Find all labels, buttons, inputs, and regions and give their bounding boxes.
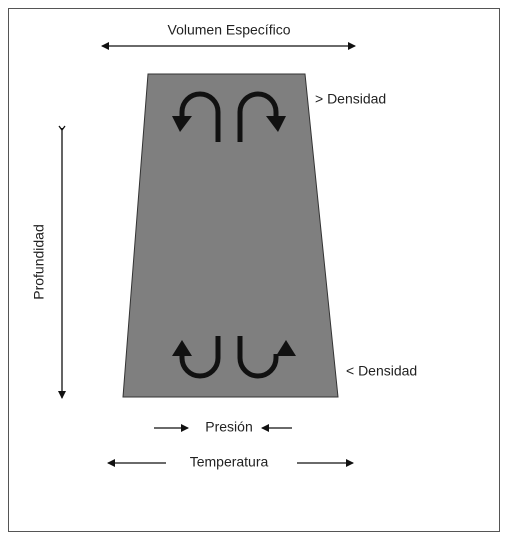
arrow-head <box>266 116 286 132</box>
arrow-head <box>172 116 192 132</box>
curved-arrow <box>179 91 221 142</box>
curved-arrow <box>179 336 221 379</box>
trapezoid <box>122 73 339 398</box>
bottom-density-label: < Densidad <box>346 363 417 379</box>
arrow-tail <box>58 125 66 132</box>
curved-arrow <box>237 91 279 142</box>
arrow-head <box>276 340 296 356</box>
depth-label: Profundidad <box>31 224 47 300</box>
top-density-label: > Densidad <box>315 91 386 107</box>
arrow-head <box>172 340 192 356</box>
curved-arrow <box>237 336 279 379</box>
temperature-label: Temperatura <box>190 454 269 470</box>
title: Volumen Específico <box>168 22 291 38</box>
pressure-label: Presión <box>205 419 252 435</box>
